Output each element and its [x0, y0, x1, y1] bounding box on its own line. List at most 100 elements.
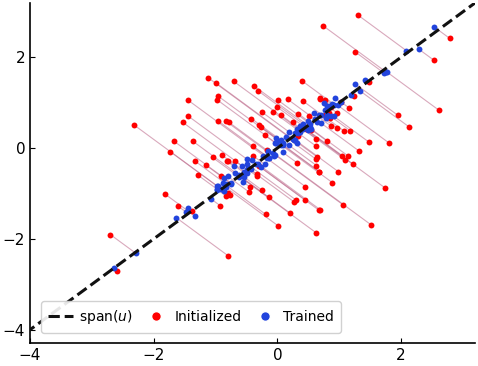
Point	[354, 12, 362, 18]
Point	[207, 196, 215, 202]
Point	[245, 165, 252, 171]
Point	[113, 268, 121, 274]
Point	[224, 190, 231, 196]
Point	[280, 141, 287, 146]
Point	[296, 123, 304, 129]
Point	[192, 213, 199, 219]
Point	[227, 180, 234, 186]
Point	[430, 24, 437, 30]
Point	[306, 126, 314, 132]
Point	[317, 112, 325, 117]
Point	[380, 70, 388, 76]
Point	[277, 142, 284, 147]
Point	[244, 167, 251, 173]
Point	[244, 167, 251, 172]
Point	[305, 113, 313, 119]
Point	[240, 174, 248, 180]
Point	[383, 69, 391, 75]
Point	[350, 94, 358, 100]
Point	[220, 180, 228, 186]
Point	[308, 127, 315, 133]
Point	[331, 102, 338, 108]
Point	[315, 169, 323, 175]
Point	[289, 120, 296, 126]
Point	[290, 199, 297, 205]
Point	[306, 121, 314, 127]
Point	[213, 97, 221, 103]
Point	[322, 115, 330, 121]
Point	[235, 172, 243, 178]
Point	[265, 155, 273, 161]
Point	[243, 171, 250, 176]
Point	[341, 157, 348, 163]
Point	[304, 127, 312, 132]
Point	[170, 138, 177, 144]
Point	[226, 193, 234, 198]
Point	[239, 179, 247, 184]
Point	[222, 193, 230, 199]
Point	[351, 49, 359, 55]
Point	[313, 143, 320, 149]
Point	[132, 250, 140, 256]
Point	[286, 210, 294, 216]
Point	[299, 125, 307, 131]
Point	[351, 81, 358, 86]
Point	[306, 124, 314, 130]
Point	[368, 222, 375, 228]
Point	[264, 148, 272, 154]
Point	[204, 75, 212, 81]
Point	[252, 161, 260, 167]
Point	[328, 180, 336, 186]
Point	[223, 158, 231, 164]
Point	[333, 125, 340, 131]
Point	[236, 173, 243, 179]
Point	[258, 109, 266, 115]
Point	[293, 140, 301, 146]
Point	[269, 150, 277, 156]
Point	[272, 141, 280, 146]
Point	[247, 167, 254, 172]
Point	[255, 163, 263, 169]
Point	[299, 124, 306, 130]
Point	[302, 197, 309, 203]
Point	[296, 124, 304, 130]
Point	[348, 92, 355, 97]
Point	[130, 122, 138, 128]
Point	[235, 173, 242, 179]
Point	[356, 88, 364, 94]
Point	[209, 154, 217, 160]
Point	[230, 78, 238, 84]
Point	[173, 215, 180, 221]
Point	[290, 137, 297, 143]
Point	[240, 169, 248, 175]
Point	[214, 93, 221, 99]
Point	[225, 119, 233, 125]
Point	[247, 184, 254, 190]
Point	[415, 46, 423, 52]
Point	[344, 153, 351, 158]
Point	[294, 111, 302, 117]
Point	[285, 142, 293, 148]
Point	[394, 112, 402, 118]
Point	[291, 130, 298, 136]
Point	[313, 156, 320, 162]
Point	[320, 100, 328, 105]
Point	[293, 126, 301, 132]
Point	[263, 155, 271, 161]
Point	[382, 69, 390, 75]
Point	[225, 253, 232, 259]
Point	[253, 173, 261, 179]
Point	[315, 208, 323, 213]
Point	[279, 149, 287, 155]
Point	[231, 158, 239, 164]
Point	[311, 116, 319, 122]
Point	[255, 123, 262, 128]
Point	[356, 148, 363, 154]
Point	[239, 164, 246, 169]
Point	[224, 173, 231, 179]
Point	[326, 103, 334, 109]
Point	[277, 112, 285, 118]
Point	[316, 95, 324, 101]
Point	[435, 108, 443, 113]
Point	[307, 126, 315, 132]
